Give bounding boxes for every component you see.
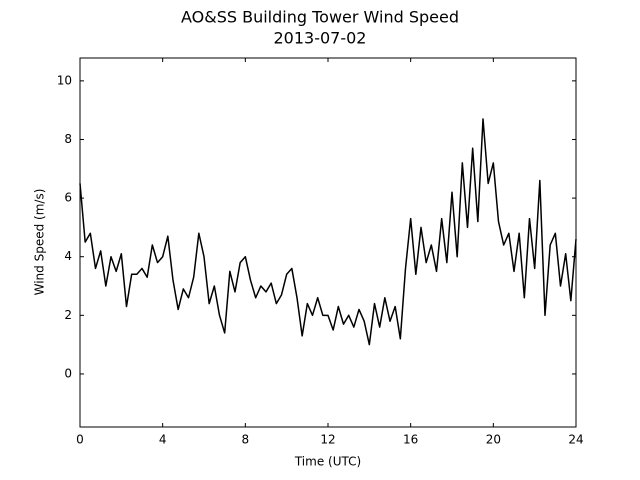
x-axis-label: Time (UTC): [294, 455, 361, 469]
y-tick-label: 0: [64, 366, 72, 380]
line-series: [79, 118, 577, 346]
x-tick-label: 16: [403, 433, 418, 447]
plot-frame: [79, 57, 577, 428]
x-tick-label: 12: [320, 433, 335, 447]
x-tick-label: 8: [242, 433, 250, 447]
y-tick-label: 6: [64, 191, 72, 205]
chart-subtitle: 2013-07-02: [274, 29, 367, 48]
x-tick-label: 20: [486, 433, 501, 447]
y-tick-label: 4: [64, 249, 72, 263]
x-tick-label: 0: [76, 433, 84, 447]
chart-title: AO&SS Building Tower Wind Speed: [181, 8, 459, 27]
y-tick-label: 8: [64, 132, 72, 146]
y-tick-label: 2: [64, 308, 72, 322]
x-tick-label: 24: [568, 433, 583, 447]
y-axis-label: Wind Speed (m/s): [33, 189, 47, 296]
y-tick-label: 10: [57, 73, 72, 87]
x-tick-label: 4: [159, 433, 167, 447]
